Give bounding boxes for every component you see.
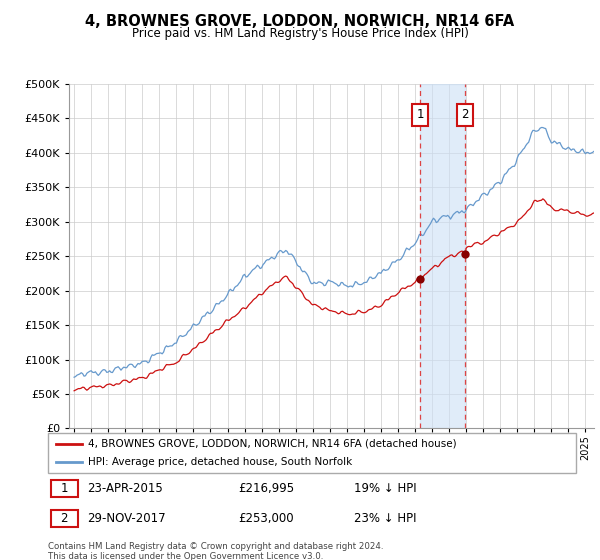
FancyBboxPatch shape — [48, 433, 576, 473]
Text: 29-NOV-2017: 29-NOV-2017 — [88, 512, 166, 525]
Text: £253,000: £253,000 — [238, 512, 294, 525]
Text: 2: 2 — [61, 512, 68, 525]
Text: 2: 2 — [461, 109, 469, 122]
Bar — [421, 84, 465, 428]
FancyBboxPatch shape — [50, 510, 78, 528]
Text: 4, BROWNES GROVE, LODDON, NORWICH, NR14 6FA (detached house): 4, BROWNES GROVE, LODDON, NORWICH, NR14 … — [88, 439, 456, 449]
Text: 23-APR-2015: 23-APR-2015 — [88, 482, 163, 495]
Text: Price paid vs. HM Land Registry's House Price Index (HPI): Price paid vs. HM Land Registry's House … — [131, 27, 469, 40]
Text: 23% ↓ HPI: 23% ↓ HPI — [354, 512, 417, 525]
Text: Contains HM Land Registry data © Crown copyright and database right 2024.
This d: Contains HM Land Registry data © Crown c… — [48, 542, 383, 560]
Text: 1: 1 — [416, 109, 424, 122]
Text: £216,995: £216,995 — [238, 482, 294, 495]
Text: HPI: Average price, detached house, South Norfolk: HPI: Average price, detached house, Sout… — [88, 458, 352, 467]
Text: 4, BROWNES GROVE, LODDON, NORWICH, NR14 6FA: 4, BROWNES GROVE, LODDON, NORWICH, NR14 … — [85, 14, 515, 29]
FancyBboxPatch shape — [50, 480, 78, 497]
Text: 19% ↓ HPI: 19% ↓ HPI — [354, 482, 417, 495]
Text: 1: 1 — [61, 482, 68, 495]
